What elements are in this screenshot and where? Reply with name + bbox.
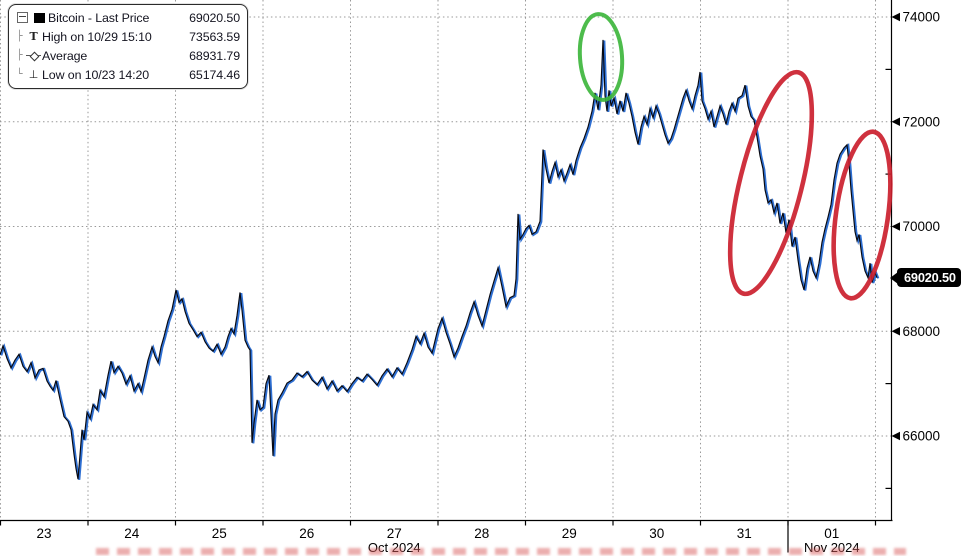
price-line-blue xyxy=(0,40,880,480)
y-axis-label: 66000 xyxy=(903,429,941,444)
y-axis-label: 72000 xyxy=(903,114,941,129)
legend-value: 69020.50 xyxy=(189,10,240,25)
y-axis-label: 74000 xyxy=(903,10,941,25)
y-tick-arrow-icon xyxy=(891,326,900,336)
x-axis-day-label: 25 xyxy=(212,526,227,541)
legend-row-last-price: Bitcoin - Last Price 69020.50 xyxy=(14,8,240,27)
last-price-badge-text: 69020.50 xyxy=(904,270,956,286)
x-axis-day-label: 28 xyxy=(474,526,489,541)
x-axis-day-label: 23 xyxy=(36,526,51,541)
legend-row-low: └ ⊥ Low on 10/23 14:20 65174.46 xyxy=(14,65,241,84)
last-price-badge: 69020.50 xyxy=(897,268,961,288)
x-axis-day-label: 24 xyxy=(124,526,140,541)
legend-row-high: ├ T High on 10/29 15:10 73563.59 xyxy=(14,27,241,46)
x-axis-day-label: 26 xyxy=(299,526,314,541)
tree-branch: └ xyxy=(16,69,23,80)
legend-value: 73563.59 xyxy=(189,29,240,44)
tree-branch: ├ xyxy=(16,50,23,61)
bottom-blurred-watermark-strip xyxy=(96,548,906,555)
low-marker-icon: ⊥ xyxy=(28,68,39,81)
x-axis-day-label: 01 xyxy=(824,526,839,541)
series-swatch-icon xyxy=(31,12,48,23)
y-tick-arrow-icon xyxy=(891,117,900,127)
x-axis-day-label: 30 xyxy=(649,526,664,541)
x-axis-day-label: 31 xyxy=(737,526,752,541)
average-marker-icon xyxy=(25,51,42,61)
legend-label: Low on 10/23 14:20 xyxy=(42,67,150,82)
legend-label: Bitcoin - Last Price xyxy=(48,10,150,25)
y-axis-label: 70000 xyxy=(903,219,941,234)
x-axis-day-label: 27 xyxy=(387,526,402,541)
red-annotation-ellipse xyxy=(831,129,893,301)
legend-expander[interactable] xyxy=(14,12,31,23)
y-axis-label: 68000 xyxy=(903,324,941,339)
green-annotation-ellipse xyxy=(577,12,625,102)
high-marker-icon: T xyxy=(29,30,38,43)
y-tick-arrow-icon xyxy=(891,431,900,441)
legend-row-average: ├ Average 68931.79 xyxy=(14,46,241,65)
chart-legend: Bitcoin - Last Price 69020.50 ├ T High o… xyxy=(8,4,248,89)
x-axis-day-label: 29 xyxy=(562,526,577,541)
legend-label: High on 10/29 15:10 xyxy=(42,29,152,44)
y-tick-arrow-icon xyxy=(891,12,900,22)
tree-branch: ├ xyxy=(16,31,23,42)
legend-value: 65174.46 xyxy=(189,67,240,82)
y-tick-arrow-icon xyxy=(891,222,900,231)
legend-value: 68931.79 xyxy=(189,48,240,63)
legend-label: Average xyxy=(42,48,88,63)
axes xyxy=(0,0,893,553)
red-annotation-ellipse xyxy=(727,69,815,297)
